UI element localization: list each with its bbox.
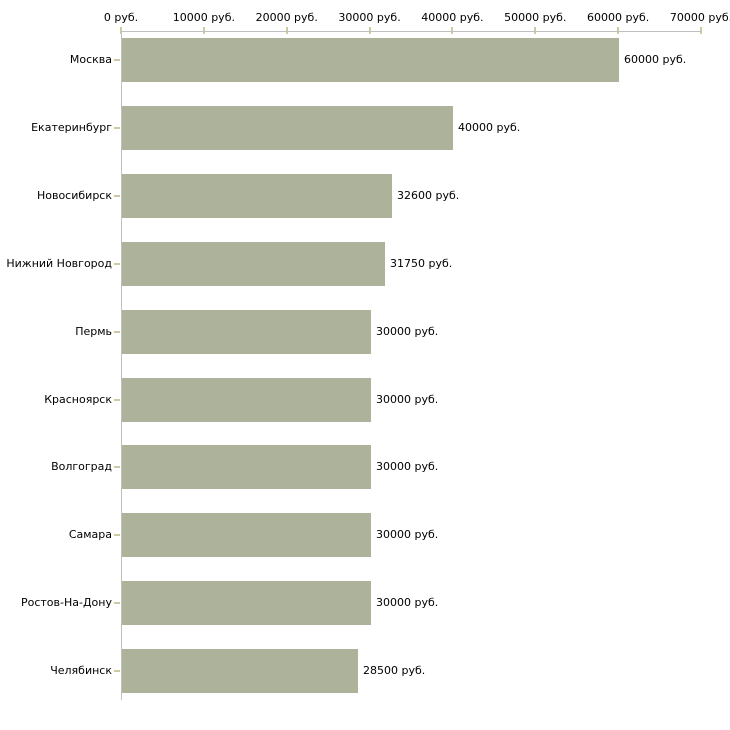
y-axis-tick-mark: [114, 602, 120, 605]
bar: [122, 241, 385, 286]
value-label: 30000 руб.: [376, 528, 439, 542]
y-axis-tick-mark: [114, 670, 120, 673]
category-label: Новосибирск: [36, 188, 112, 202]
x-axis-tick-label: 70000 руб.: [669, 11, 730, 24]
x-axis-tick-label: 50000 руб.: [504, 11, 567, 24]
bar: [122, 38, 619, 82]
y-axis-tick-mark: [114, 126, 120, 129]
x-axis-tick-mark: [120, 27, 122, 34]
value-label: 28500 руб.: [363, 664, 426, 678]
bar: [122, 309, 371, 354]
value-label: 31750 руб.: [390, 256, 453, 270]
category-label: Челябинск: [50, 664, 112, 678]
category-label: Нижний Новгород: [6, 256, 112, 270]
bar: [122, 581, 371, 626]
x-axis-tick-mark: [285, 27, 288, 34]
x-axis-tick-label: 0 руб.: [103, 11, 139, 24]
x-axis-tick-mark: [534, 27, 537, 34]
x-axis-line: [121, 31, 702, 32]
bar: [122, 173, 392, 218]
value-label: 30000 руб.: [376, 392, 439, 406]
y-axis-tick-mark: [114, 262, 120, 265]
category-label: Самара: [68, 528, 112, 542]
bar: [122, 377, 371, 422]
category-label: Москва: [69, 53, 112, 66]
y-axis-tick-mark: [114, 330, 120, 333]
bar: [122, 105, 453, 150]
bar: [122, 513, 371, 558]
y-axis-line: [121, 31, 122, 700]
category-label: Екатеринбург: [31, 120, 112, 134]
bar: [122, 649, 358, 694]
x-axis-tick-mark: [202, 27, 205, 34]
x-axis-tick-label: 10000 руб.: [172, 11, 235, 24]
value-label: 30000 руб.: [376, 460, 439, 474]
x-axis-tick-mark: [451, 27, 454, 34]
category-label: Волгоград: [51, 460, 112, 474]
value-label: 30000 руб.: [376, 324, 439, 338]
y-axis-tick-mark: [114, 59, 120, 61]
y-axis-tick-mark: [114, 194, 120, 197]
y-axis-tick-mark: [114, 466, 120, 469]
y-axis-tick-mark: [114, 398, 120, 401]
value-label: 30000 руб.: [376, 596, 439, 610]
x-axis-tick-mark: [368, 27, 371, 34]
x-axis-tick-mark: [617, 27, 620, 34]
x-axis-tick-mark: [700, 27, 702, 34]
x-axis-tick-label: 40000 руб.: [421, 11, 484, 24]
value-label: 60000 руб.: [624, 53, 687, 66]
bar: [122, 445, 371, 490]
category-label: Пермь: [75, 324, 112, 338]
category-label: Ростов-На-Дону: [20, 596, 112, 610]
value-label: 40000 руб.: [458, 120, 521, 134]
x-axis-tick-label: 30000 руб.: [338, 11, 401, 24]
value-label: 32600 руб.: [397, 188, 460, 202]
x-axis-tick-label: 20000 руб.: [255, 11, 318, 24]
category-label: Красноярск: [44, 392, 112, 406]
x-axis-tick-label: 60000 руб.: [587, 11, 650, 24]
y-axis-tick-mark: [114, 534, 120, 537]
